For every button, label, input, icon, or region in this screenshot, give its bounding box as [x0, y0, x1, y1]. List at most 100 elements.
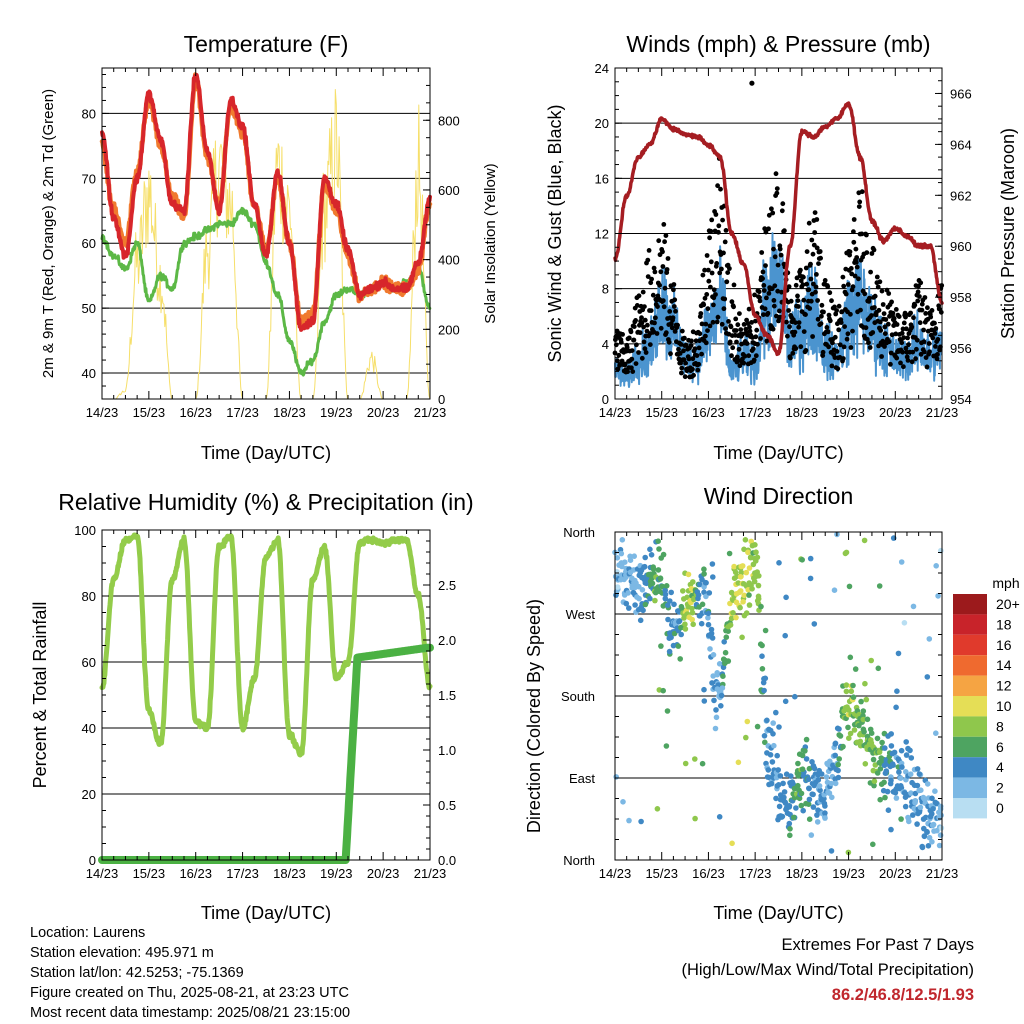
wind-title: Winds (mph) & Pressure (mb) [626, 31, 930, 57]
direction-point [788, 773, 794, 779]
gust-point [870, 330, 876, 335]
gust-point [660, 298, 666, 304]
direction-point [659, 583, 665, 590]
direction-point [755, 582, 762, 589]
legend-swatch [953, 757, 987, 778]
direction-point [806, 785, 812, 792]
direction-point [926, 834, 933, 841]
gust-point [856, 276, 861, 282]
gust-point [934, 356, 940, 362]
gust-point [925, 305, 930, 311]
temperature-ytick-label: 70 [82, 171, 96, 186]
gust-point [804, 281, 810, 287]
direction-point [711, 697, 717, 704]
gust-point [867, 345, 873, 350]
gust-point [924, 364, 930, 370]
direction-point [787, 832, 793, 839]
direction-point [781, 794, 787, 801]
gust-point [745, 321, 751, 326]
gust-point [671, 287, 676, 293]
legend-label: 12 [996, 678, 1012, 694]
direction-point [759, 653, 765, 659]
direction-point [620, 799, 626, 805]
direction-point [914, 782, 921, 789]
gust-point [703, 333, 708, 339]
wind-ytick-label: 4 [602, 337, 609, 352]
direction-point [726, 550, 733, 557]
direction-point [876, 749, 883, 755]
gust-point [688, 343, 694, 348]
direction-point [877, 766, 884, 772]
direction-point [882, 745, 888, 751]
direction-point [742, 537, 749, 543]
direction-point [705, 610, 712, 617]
gust-point [705, 306, 711, 312]
rh-line [99, 532, 433, 758]
gust-point [658, 325, 664, 331]
gust-point [721, 306, 727, 312]
direction-point [860, 708, 867, 714]
direction-point [862, 680, 868, 687]
direction-point [818, 771, 825, 777]
gust-point [864, 232, 869, 238]
temperature-y2tick-label: 200 [438, 322, 460, 337]
gust-point [886, 291, 892, 296]
direction-xtick-label: 18/23 [786, 866, 819, 881]
gust-point [891, 316, 897, 321]
gust-point [778, 252, 784, 258]
direction-point [743, 569, 750, 576]
direction-point [898, 747, 905, 754]
gust-point [784, 319, 789, 325]
direction-xtick-label: 21/23 [926, 866, 959, 881]
gust-point [656, 238, 662, 244]
gust-point [876, 307, 882, 313]
gust-point [735, 322, 741, 328]
direction-point [690, 621, 696, 628]
gust-point [731, 304, 736, 310]
temperature-title: Temperature (F) [184, 31, 349, 57]
gust-point [663, 330, 669, 336]
direction-point [648, 552, 655, 558]
gust-point [698, 311, 704, 316]
direction-ytick-label: North [563, 525, 595, 540]
extremes-values: 86.2/46.8/12.5/1.93 [831, 986, 974, 1004]
direction-point [741, 546, 747, 553]
direction-point [678, 631, 684, 638]
gust-point [665, 256, 671, 261]
gust-point [720, 217, 725, 223]
gust-point [836, 303, 842, 309]
gust-point [798, 278, 804, 284]
gust-point [747, 328, 753, 334]
gust-point [854, 264, 860, 270]
direction-point [690, 579, 696, 585]
rh-y2tick-label: 1.0 [438, 743, 456, 758]
gust-point [901, 335, 907, 340]
temperature-y2tick-label: 400 [438, 253, 460, 268]
direction-point [846, 735, 852, 741]
gust-point [636, 293, 642, 299]
gust-point [819, 302, 825, 308]
direction-point [733, 614, 739, 621]
direction-point [705, 615, 711, 621]
gust-point [722, 296, 728, 302]
direction-point [664, 708, 671, 714]
gust-point [930, 335, 936, 341]
gust-point [716, 229, 721, 235]
direction-point [665, 602, 671, 608]
gust-point [812, 230, 818, 235]
gust-point [848, 345, 854, 350]
gust-point [729, 299, 735, 305]
direction-point [843, 682, 850, 688]
gust-point [922, 295, 928, 300]
direction-point [851, 727, 858, 733]
direction-point [775, 767, 781, 773]
rh-ylabel-left: Percent & Total Rainfall [30, 602, 50, 789]
direction-point [864, 716, 871, 723]
direction-xlabel: Time (Day/UTC) [713, 903, 843, 923]
direction-point [623, 600, 630, 607]
gust-point [850, 284, 856, 290]
wind-y2tick-label: 962 [950, 188, 972, 203]
direction-point [698, 620, 705, 627]
gust-point [771, 298, 777, 303]
direction-point [665, 616, 671, 623]
